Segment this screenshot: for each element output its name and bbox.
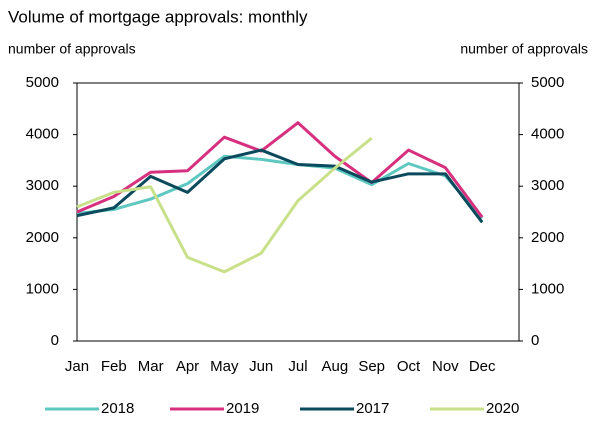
x-tick-label: May (210, 358, 239, 375)
y-tick-label: 3000 (26, 177, 59, 194)
legend-label: 2019 (226, 400, 259, 417)
x-tick-label: Oct (397, 358, 421, 375)
line-series (76, 148, 484, 224)
y2-tick-label: 4000 (531, 126, 564, 143)
legend-label: 2018 (101, 400, 134, 417)
y-axis-label: number of approvals (8, 41, 136, 57)
x-tick-label: Apr (176, 358, 199, 375)
x-tick-label: Aug (321, 358, 348, 375)
y2-tick-label: 1000 (531, 280, 564, 297)
x-tick-label: Mar (138, 358, 164, 375)
y-tick-label: 4000 (26, 126, 59, 143)
x-tick-label: Nov (432, 358, 459, 375)
legend-label: 2020 (486, 400, 519, 417)
line-series (76, 154, 484, 220)
y-tick-label: 2000 (26, 229, 59, 246)
x-tick-label: Jul (288, 358, 307, 375)
line-series (76, 121, 484, 219)
y2-tick-label: 0 (531, 332, 539, 349)
x-tick-label: Feb (101, 358, 127, 375)
chart-title: Volume of mortgage approvals: monthly (8, 7, 308, 26)
y-tick-label: 1000 (26, 280, 59, 297)
x-tick-label: Jun (249, 358, 273, 375)
y-tick-label: 0 (51, 332, 59, 349)
y2-tick-label: 2000 (531, 229, 564, 246)
legend-label: 2017 (356, 400, 389, 417)
y-tick-label: 5000 (26, 74, 59, 91)
line-series (76, 137, 373, 274)
y2-axis-label: number of approvals (460, 41, 588, 57)
x-tick-label: Jan (65, 358, 89, 375)
x-tick-label: Dec (469, 358, 496, 375)
x-tick-label: Sep (358, 358, 385, 375)
y2-tick-label: 5000 (531, 74, 564, 91)
y2-tick-label: 3000 (531, 177, 564, 194)
